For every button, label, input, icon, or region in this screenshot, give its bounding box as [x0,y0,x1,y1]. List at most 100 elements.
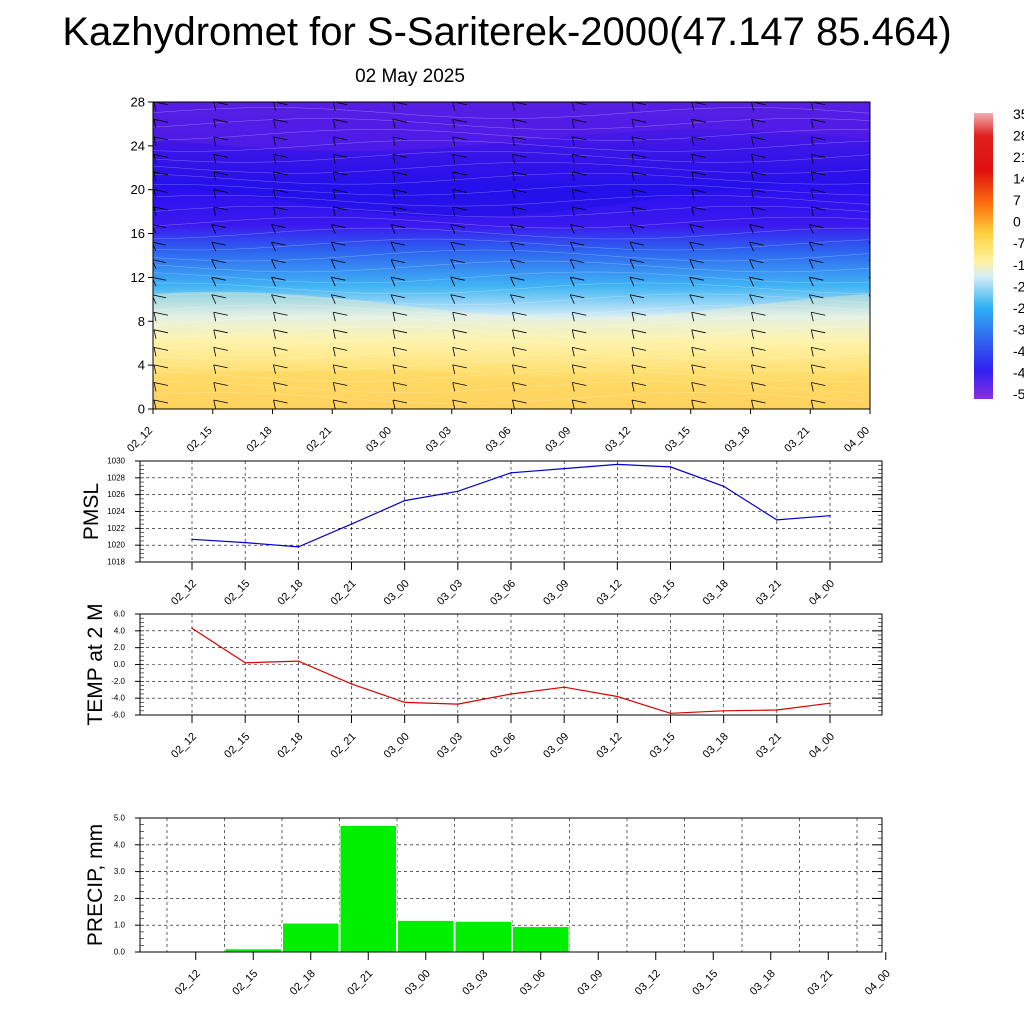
wind-barb-flag [273,382,288,386]
wind-barb [273,312,276,322]
wind-barb [450,224,456,234]
wind-barb [749,294,754,304]
wind-barb [689,224,695,234]
pmsl-panel: 1018 1020 1022 1024 1026 1028 1030 02_12 02_15 02… [80,457,883,608]
y-tick-label: 0.0 [114,660,126,669]
x-tick-label: 02_18 [288,968,318,998]
x-tick-label: 02_15 [185,425,215,455]
y-tick-label: 5.0 [114,814,126,823]
wind-barb [390,277,396,287]
wind-barb-flag [271,259,286,264]
wind-barb-flag [213,171,228,176]
y-tick-label: 1018 [107,558,125,567]
x-tick-label: 03_15 [663,425,693,455]
wind-barb-flag [751,399,766,404]
wind-barb-flag [631,171,647,176]
wind-barb-flag [390,276,406,281]
wind-barb [749,241,754,252]
y-tick-label: -4.0 [111,694,125,703]
wind-barb-flag [689,259,704,264]
wind-barb [211,259,217,269]
wind-barb-flag [631,154,647,158]
x-tick-label: 03_09 [543,425,573,455]
y-tick-label: 1024 [107,507,125,516]
wind-barb [153,154,157,164]
wind-barb [512,329,515,339]
wind-barb [512,119,515,129]
wind-barb [392,154,396,164]
wind-barb [871,172,873,181]
wind-barb [452,136,456,146]
wind-barb-flag [211,294,226,299]
wind-barb [571,329,575,339]
wind-barb [273,119,276,129]
wind-barb [213,364,217,375]
wind-barb [571,347,575,357]
wind-barb [273,206,276,217]
wind-barb-flag [331,224,346,228]
wind-barb-flag [811,346,826,351]
wind-barb-flag [512,382,527,386]
wind-barb [273,399,276,409]
wind-barb-flag [868,241,870,243]
wind-barb-flag [271,241,286,246]
wind-barb-flag [153,154,169,158]
wind-barb-flag [751,189,766,193]
wind-barb-flag [631,136,647,141]
wind-barb-flag [751,364,766,369]
x-tick-label: 02_21 [345,968,375,998]
wind-barb-flag [512,171,527,176]
x-tick-label: 03_06 [484,425,514,455]
wind-barbs [153,102,885,409]
wind-barb [452,102,456,111]
wind-barb [810,206,814,217]
wind-barb [871,154,873,163]
wind-barb [691,206,695,217]
wind-barb [271,294,276,304]
wind-barb-flag [153,364,169,369]
colorbar-label: -1 [1013,257,1024,273]
x-tick-label: 02_12 [169,731,199,761]
wind-barb-flag [331,259,346,264]
temp-data-point [829,702,831,705]
cross-section-band [153,102,870,218]
x-tick-label: 03_09 [575,968,605,998]
wind-barb [390,294,396,304]
colorbar-label: 35 [1013,106,1024,122]
wind-barb [510,294,515,304]
wind-barb [330,259,336,269]
wind-barb-flag [153,294,167,299]
wind-barb [631,312,635,322]
wind-barb-flag [751,346,766,351]
cross-section-contour [153,129,870,141]
wind-barb-flag [392,364,408,369]
colorbar-label: 21 [1013,149,1024,165]
wind-barb-flag [392,382,408,386]
wind-barb-flag [811,206,826,211]
wind-barb [810,154,814,164]
wind-barb [569,277,575,287]
wind-barb-flag [871,382,885,385]
wind-barb-flag [811,154,826,158]
wind-barb-flag [811,136,826,141]
x-tick-label: 02_21 [329,731,359,761]
pmsl-data-point [722,485,725,488]
wind-barb [153,399,157,409]
wind-barb-flag [153,171,169,176]
wind-barb-flag [572,189,587,193]
wind-barb [751,119,754,129]
wind-barb [689,277,695,287]
wind-barb-flag [811,311,826,316]
wind-barb [751,206,754,217]
temp-data-point [244,662,246,664]
wind-barb-flag [751,171,766,176]
wind-barb-flag [333,136,348,141]
wind-barb-flag [213,364,228,369]
wind-barb [213,206,217,217]
wind-barb [571,364,575,375]
wind-barb [871,312,873,321]
cross-section-contour [153,194,870,207]
wind-barb [629,259,635,269]
wind-barb-flag [273,311,288,316]
wind-barb [571,206,575,217]
